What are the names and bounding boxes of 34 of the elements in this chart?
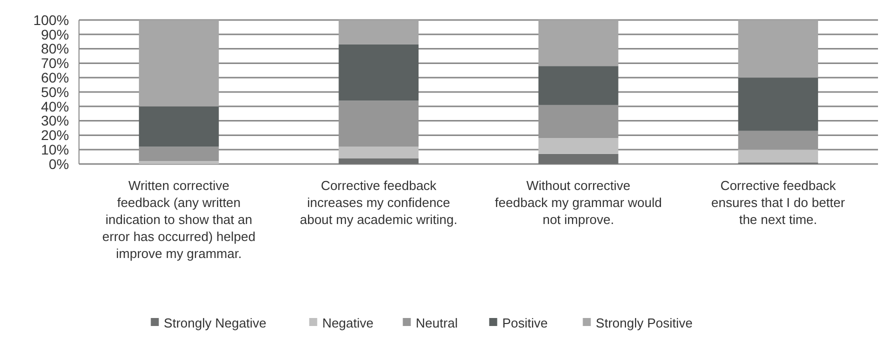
- legend-label: Positive: [502, 316, 548, 331]
- bar: [138, 20, 219, 106]
- y-tick-label: 10%: [40, 142, 69, 158]
- bar: [138, 106, 219, 147]
- y-tick-label: 80%: [40, 40, 69, 57]
- bar: [338, 44, 419, 101]
- x-tick-label: Corrective feedback ensures that I do better the next time.: [711, 178, 846, 227]
- legend-label: Strongly Positive: [596, 316, 693, 331]
- y-tick-label: 0%: [48, 156, 69, 172]
- legend-label: Strongly Negative: [164, 316, 266, 331]
- y-tick-label: 100%: [33, 12, 69, 28]
- bar: [538, 154, 618, 164]
- bar: [538, 138, 618, 154]
- bar: [538, 20, 618, 66]
- bar: [338, 158, 419, 164]
- bar: [738, 20, 818, 78]
- y-tick-label: 20%: [40, 127, 69, 144]
- x-tick-label: Written corrective feedback (any written indication to show that an error has occurred) helped improve my grammar.: [102, 178, 256, 261]
- bar: [738, 150, 818, 163]
- legend-label: Neutral: [416, 316, 458, 331]
- bar: [738, 78, 818, 131]
- y-tick-label: 50%: [40, 84, 69, 100]
- bar: [538, 66, 618, 105]
- bar: [338, 20, 419, 44]
- bar: [338, 146, 419, 158]
- y-tick-label: 90%: [40, 26, 69, 42]
- x-tick-label: Corrective feedback increases my confidence about my academic writing.: [300, 178, 458, 227]
- y-tick-label: 70%: [40, 55, 69, 72]
- y-tick-label: 60%: [40, 70, 69, 86]
- legend-label: Negative: [322, 316, 374, 331]
- y-tick-label: 30%: [40, 112, 69, 129]
- bar: [138, 161, 219, 164]
- y-tick-label: 40%: [40, 98, 69, 114]
- x-tick-label: Without corrective feedback my grammar would not improve.: [494, 178, 662, 227]
